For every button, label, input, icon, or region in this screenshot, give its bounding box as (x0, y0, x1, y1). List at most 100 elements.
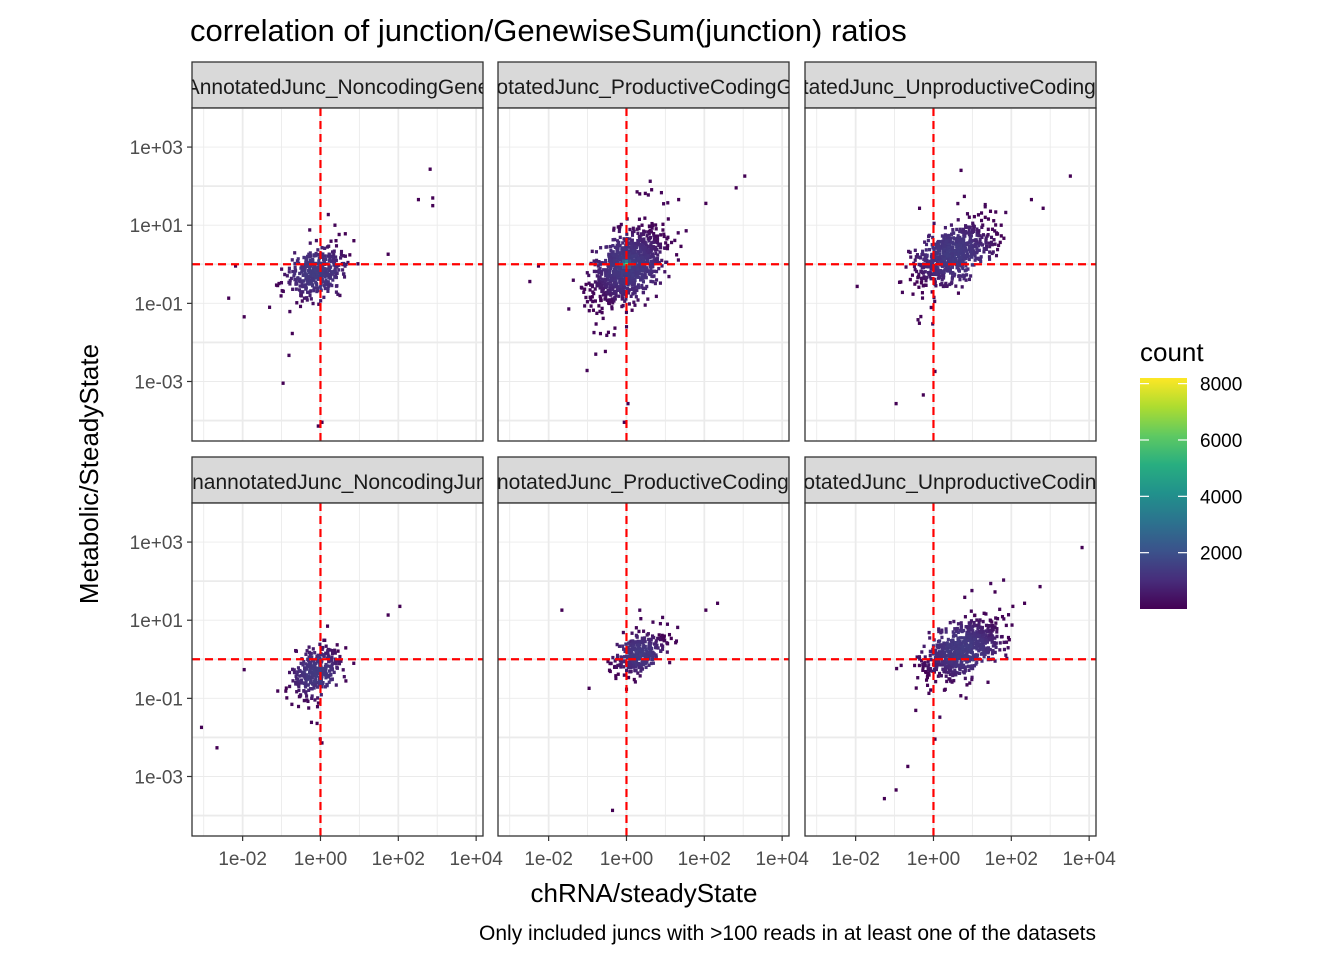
heatmap-bin (628, 237, 632, 241)
heatmap-bin (648, 236, 652, 241)
heatmap-bin (995, 627, 999, 631)
heatmap-bin (942, 688, 946, 692)
heatmap-bin (638, 640, 643, 644)
legend-tick-label: 8000 (1200, 375, 1242, 396)
heatmap-bin (990, 227, 995, 231)
heatmap-bin (647, 645, 651, 649)
heatmap-bin-outlier (398, 604, 402, 609)
heatmap-bin (938, 252, 942, 257)
heatmap-bin (914, 255, 918, 259)
heatmap-bin (634, 295, 638, 299)
heatmap-bin (308, 676, 312, 680)
heatmap-bin (315, 273, 319, 278)
heatmap-bin (612, 255, 616, 260)
y-tick-label: 1e-01 (134, 294, 183, 315)
heatmap-bin (315, 666, 319, 671)
heatmap-bin (943, 225, 947, 230)
heatmap-bin (982, 650, 986, 654)
heatmap-bin (965, 242, 969, 247)
heatmap-bin (641, 258, 645, 262)
heatmap-bin (957, 274, 961, 278)
heatmap-bin-outlier (281, 381, 285, 385)
heatmap-bin (612, 333, 616, 337)
heatmap-bin (959, 627, 963, 631)
y-axis-title: Metabolic/SteadyState (74, 344, 104, 604)
heatmap-bin (324, 662, 328, 667)
heatmap-bin (640, 636, 644, 640)
heatmap-bin (964, 225, 968, 229)
heatmap-bin (1004, 640, 1009, 644)
heatmap-bin (922, 257, 926, 261)
heatmap-bin (949, 679, 953, 683)
heatmap-bin (915, 655, 919, 659)
heatmap-bin (984, 247, 988, 251)
heatmap-bin (968, 239, 972, 243)
heatmap-bin (607, 254, 611, 258)
heatmap-bin (619, 272, 624, 276)
heatmap-bin (943, 667, 948, 672)
heatmap-bin (942, 651, 947, 655)
heatmap-bin (1007, 638, 1011, 642)
heatmap-bin (955, 656, 959, 661)
heatmap-bin (941, 274, 946, 278)
heatmap-bin (297, 694, 301, 699)
heatmap-bin (324, 676, 328, 680)
heatmap-bin (967, 215, 971, 219)
heatmap-bin (585, 368, 589, 373)
heatmap-bin (307, 282, 311, 286)
heatmap-bin (324, 270, 328, 275)
heatmap-bin (645, 633, 649, 637)
heatmap-bin (940, 277, 944, 282)
heatmap-bin (323, 286, 327, 291)
heatmap-bin-outlier (1038, 584, 1042, 589)
heatmap-bin (968, 225, 972, 229)
heatmap-bin (343, 232, 347, 236)
heatmap-bin-outlier (894, 788, 898, 792)
heatmap-bin (651, 650, 655, 655)
heatmap-bin (317, 259, 321, 263)
heatmap-bin (957, 637, 961, 642)
heatmap-bin (949, 665, 953, 670)
heatmap-bin (674, 639, 679, 643)
heatmap-bin (969, 640, 973, 644)
heatmap-bin (969, 239, 974, 243)
heatmap-bin (311, 664, 315, 669)
heatmap-bin-outlier (1080, 545, 1084, 550)
heatmap-bin (661, 615, 665, 620)
heatmap-bin (937, 643, 941, 647)
heatmap-bin (616, 242, 621, 247)
heatmap-bin (959, 249, 963, 253)
heatmap-bin (963, 676, 967, 681)
heatmap-bin (311, 682, 315, 686)
heatmap-bin (660, 264, 664, 268)
heatmap-bin (955, 227, 959, 232)
heatmap-bin (313, 683, 318, 687)
heatmap-bin (305, 694, 309, 698)
heatmap-bin (651, 253, 655, 258)
heatmap-bin (968, 622, 972, 627)
heatmap-bin (598, 266, 602, 270)
heatmap-bin (304, 261, 308, 265)
heatmap-bin (993, 636, 997, 640)
heatmap-bin (634, 242, 639, 246)
heatmap-bin (974, 256, 978, 261)
heatmap-bin (650, 652, 654, 657)
heatmap-bin (994, 645, 998, 650)
heatmap-bin (950, 241, 954, 245)
heatmap-bin (297, 679, 301, 684)
heatmap-bin (612, 228, 616, 232)
heatmap-bin (653, 248, 657, 252)
heatmap-bin (656, 646, 660, 650)
heatmap-bin (917, 285, 921, 289)
heatmap-bin (922, 661, 926, 666)
heatmap-bin (307, 252, 311, 257)
heatmap-bin (913, 248, 917, 253)
heatmap-bin (966, 267, 970, 271)
heatmap-bin (324, 666, 328, 670)
heatmap-bin (959, 665, 963, 669)
heatmap-bin (321, 645, 325, 650)
heatmap-bin (979, 259, 983, 264)
heatmap-bin (292, 274, 296, 278)
heatmap-bin (306, 658, 310, 662)
heatmap-bin (958, 252, 963, 256)
